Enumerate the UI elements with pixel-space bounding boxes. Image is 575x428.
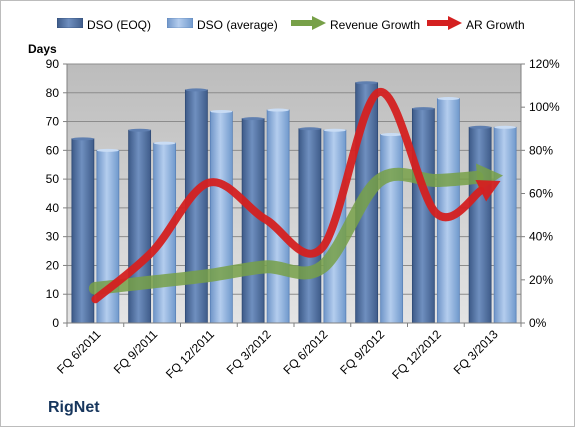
bar-top-highlight <box>185 88 208 92</box>
y-tick-label: 90 <box>46 57 60 71</box>
bar-top-highlight <box>210 109 233 113</box>
bar-top-highlight <box>323 128 346 132</box>
bar-top-highlight <box>153 141 176 145</box>
legend-swatch-dso-eoq <box>57 18 83 28</box>
series-line-revenue-growth <box>88 167 484 295</box>
y-tick-label: 0 <box>52 316 59 330</box>
y-axis-title: Days <box>28 42 57 56</box>
legend-label-dso-eoq: DSO (EOQ) <box>87 18 152 32</box>
x-tick-label: FQ 9/2011 <box>111 327 161 377</box>
bar-top-highlight <box>469 125 492 129</box>
company-name: RigNet <box>48 399 100 416</box>
bar-dso-eoq <box>71 138 95 324</box>
legend-swatch-dso-average <box>167 18 193 28</box>
bar-top-highlight <box>96 148 119 152</box>
y2-tick-label: 100% <box>529 100 560 114</box>
bar-dso-average <box>266 109 290 324</box>
x-tick-label: FQ 6/2012 <box>281 327 331 377</box>
bar-top-highlight <box>267 108 290 112</box>
y2-tick-label: 40% <box>529 230 553 244</box>
y2-tick-label: 60% <box>529 187 553 201</box>
legend-arrow-ar-growth-icon <box>427 16 462 30</box>
y-tick-label: 60 <box>46 143 60 157</box>
y-tick-label: 80 <box>46 86 60 100</box>
y-tick-label: 40 <box>46 201 60 215</box>
y2-tick-label: 0% <box>529 316 547 330</box>
bar-dso-eoq <box>468 126 492 324</box>
y-tick-label: 50 <box>46 172 60 186</box>
bar-top-highlight <box>298 127 321 131</box>
x-tick-label: FQ 9/2012 <box>337 327 387 377</box>
y-tick-label: 10 <box>46 287 60 301</box>
series-line-ar-growth <box>91 88 485 304</box>
legend-label-dso-average: DSO (average) <box>197 18 278 32</box>
x-tick-label: FQ 12/2012 <box>389 327 444 382</box>
y-tick-label: 30 <box>46 230 60 244</box>
legend-arrow-revenue-growth-icon <box>291 16 326 30</box>
y2-tick-label: 20% <box>529 273 553 287</box>
bar-top-highlight <box>412 107 435 111</box>
x-tick-label: FQ 6/2011 <box>54 327 104 377</box>
bar-top-highlight <box>71 137 94 141</box>
bar-top-highlight <box>355 81 378 85</box>
bar-dso-eoq <box>128 129 152 324</box>
x-tick-label: FQ 3/2013 <box>451 327 501 377</box>
bar-dso-average <box>380 134 404 324</box>
bar-dso-eoq <box>298 128 322 324</box>
legend-label-ar-growth: AR Growth <box>466 18 525 32</box>
bar-dso-eoq <box>411 108 435 324</box>
bar-top-highlight <box>437 97 460 101</box>
bar-dso-average <box>209 111 233 324</box>
bar-top-highlight <box>380 133 403 137</box>
y-tick-label: 70 <box>46 115 60 129</box>
x-tick-label: FQ 3/2012 <box>224 327 274 377</box>
y2-tick-label: 80% <box>529 143 553 157</box>
bar-top-highlight <box>494 125 517 129</box>
y2-tick-label: 120% <box>529 57 560 71</box>
y-tick-label: 20 <box>46 258 60 272</box>
bar-dso-average <box>493 126 517 324</box>
legend-label-revenue-growth: Revenue Growth <box>330 18 421 32</box>
bar-top-highlight <box>128 128 151 132</box>
x-tick-label: FQ 12/2011 <box>163 327 217 381</box>
series-arrowhead-ar-growth <box>475 179 501 202</box>
bar-top-highlight <box>242 117 265 121</box>
